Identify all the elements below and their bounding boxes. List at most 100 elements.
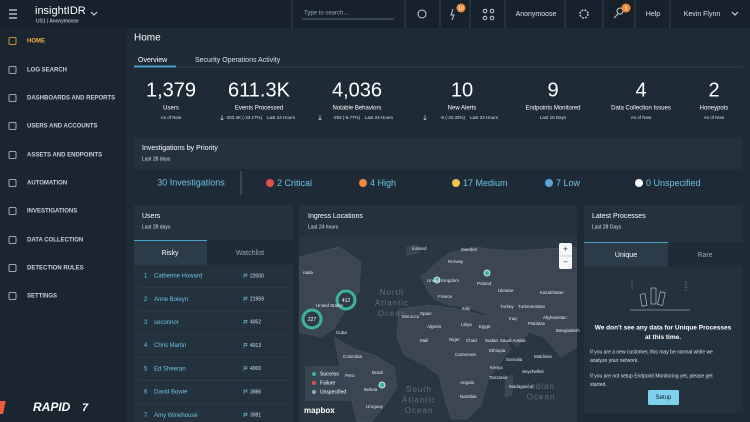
map-markers[interactable] [378, 269, 491, 389]
stat-value: 4,036 [332, 79, 382, 101]
tab[interactable]: Risky [161, 250, 179, 257]
panel-subtitle: Last 24 hours [308, 224, 339, 230]
zoom-out[interactable]: − [563, 258, 568, 267]
cluster[interactable]: 412 [335, 289, 357, 311]
stat-sub: Last 24 Hours [365, 115, 394, 120]
apps-icon[interactable] [482, 8, 495, 21]
user-name[interactable]: Amy Winehouse [154, 413, 198, 419]
nav-icon [8, 151, 17, 159]
setup-button-bg[interactable] [648, 390, 679, 405]
tab[interactable]: Unique [615, 252, 637, 259]
stat-value: 611.3K [228, 79, 291, 101]
tab[interactable]: Rare [697, 252, 712, 259]
rank: 3 [144, 320, 148, 326]
map-label: Mali [420, 338, 428, 343]
map-label: Seychelles [522, 369, 545, 374]
map-label: Pakistan [528, 321, 546, 326]
panel-subtitle: Last 28 days [142, 224, 171, 230]
panel-title: Ingress Locations [308, 213, 363, 220]
map-label: Brazil [372, 370, 383, 375]
map-label: Cuba [336, 330, 347, 335]
setup-button[interactable]: Setup [656, 395, 672, 401]
org-name[interactable]: Anonymoose [516, 11, 557, 18]
user-name[interactable]: Anne Boleyn [154, 297, 188, 303]
risk-score: 4000 [250, 366, 261, 372]
nav-icon [8, 292, 17, 300]
user-name[interactable]: Kevin Flynn [684, 11, 721, 18]
nav-item[interactable]: INVESTIGATIONS [27, 209, 77, 215]
nav-item[interactable]: LOG SEARCH [27, 68, 67, 74]
legend-swatch [312, 381, 316, 385]
user-name[interactable]: David Bowie [154, 390, 188, 396]
nav-item[interactable]: DASHBOARDS AND REPORTS [27, 96, 115, 102]
empty-illustration [630, 280, 690, 311]
logo-mark-bg [0, 401, 6, 414]
map-label: United States [316, 303, 344, 308]
help-text: analyze your network. [590, 358, 639, 364]
legend-swatch [312, 390, 316, 394]
map-label: Bangladesh [556, 328, 580, 333]
nav-item[interactable]: AUTOMATION [27, 181, 67, 187]
page-title: Home [134, 33, 161, 44]
nav-item[interactable]: ASSETS AND ENDPOINTS [27, 153, 102, 159]
score-icon [243, 366, 248, 371]
stat-label: Events Processed [235, 106, 283, 112]
priority[interactable]: 2 Critical [277, 178, 312, 188]
nav-item[interactable]: USERS AND ACCOUNTS [27, 124, 98, 130]
priority[interactable]: 7 Low [556, 178, 581, 188]
alerts-badge-bg [456, 3, 466, 13]
map-land [299, 244, 577, 422]
user-name[interactable]: Ed Sheeran [154, 366, 186, 372]
map-label: Sudan [485, 338, 499, 343]
nav-item[interactable]: DATA COLLECTION [27, 238, 83, 244]
delta-arrow [220, 115, 224, 121]
investigations-total[interactable]: 30 Investigations [157, 177, 225, 187]
panel-title: Latest Processes [592, 213, 646, 220]
stat-label: Data Collection Issues [611, 106, 671, 112]
cluster[interactable]: 227 [301, 308, 323, 330]
menu-icon[interactable] [9, 9, 17, 19]
map-label: Iraq [509, 316, 517, 321]
nav-item[interactable]: SETTINGS [27, 294, 57, 300]
alerts-icon[interactable] [450, 8, 455, 21]
search-placeholder[interactable]: Type to search... [304, 11, 349, 17]
ocean-label: Ocean [378, 309, 407, 318]
settings-icon[interactable] [579, 9, 589, 19]
priority[interactable]: 0 Unspecified [646, 178, 701, 188]
map-label: Uruguay [366, 404, 384, 409]
tab[interactable]: Overview [138, 57, 168, 64]
nav-item[interactable]: HOME [27, 39, 45, 45]
stat-value: 1,379 [146, 79, 196, 101]
risk-score: 4052 [250, 320, 261, 326]
map-label: Turkmenistan [518, 304, 546, 309]
alerts-badge: 10 [458, 6, 464, 12]
stat-delta: -293 (-6.77%) [332, 115, 360, 120]
org-chevron[interactable] [90, 11, 98, 16]
user-chevron[interactable] [731, 11, 739, 16]
nav-icon [8, 94, 17, 102]
priority-dot [452, 179, 460, 187]
panel-subtitle: Last 28 days [142, 156, 171, 162]
map-label: Algeria [427, 324, 442, 329]
rank: 4 [144, 343, 148, 349]
priority[interactable]: 4 High [370, 178, 396, 188]
zoom-in[interactable]: + [563, 245, 568, 254]
map-label: Sweden [461, 247, 478, 252]
nav-item[interactable]: DETECTION RULES [27, 266, 84, 272]
user-name[interactable]: Catherine Howard [154, 274, 202, 280]
map[interactable] [299, 237, 577, 422]
empty-message: at this time. [645, 334, 681, 341]
tab[interactable]: Watchlist [236, 250, 264, 257]
nav-icon [8, 207, 17, 215]
user-name[interactable]: soconnor [154, 320, 179, 326]
tab[interactable]: Security Operations Activity [195, 57, 281, 64]
logo-mark: 7 [82, 402, 89, 414]
activity-icon[interactable] [417, 9, 427, 19]
rank: 7 [144, 413, 148, 419]
priority[interactable]: 17 Medium [463, 178, 508, 188]
user-name[interactable]: Chris Martin [154, 343, 186, 349]
help[interactable]: Help [646, 11, 661, 18]
priority-dot [545, 179, 553, 187]
